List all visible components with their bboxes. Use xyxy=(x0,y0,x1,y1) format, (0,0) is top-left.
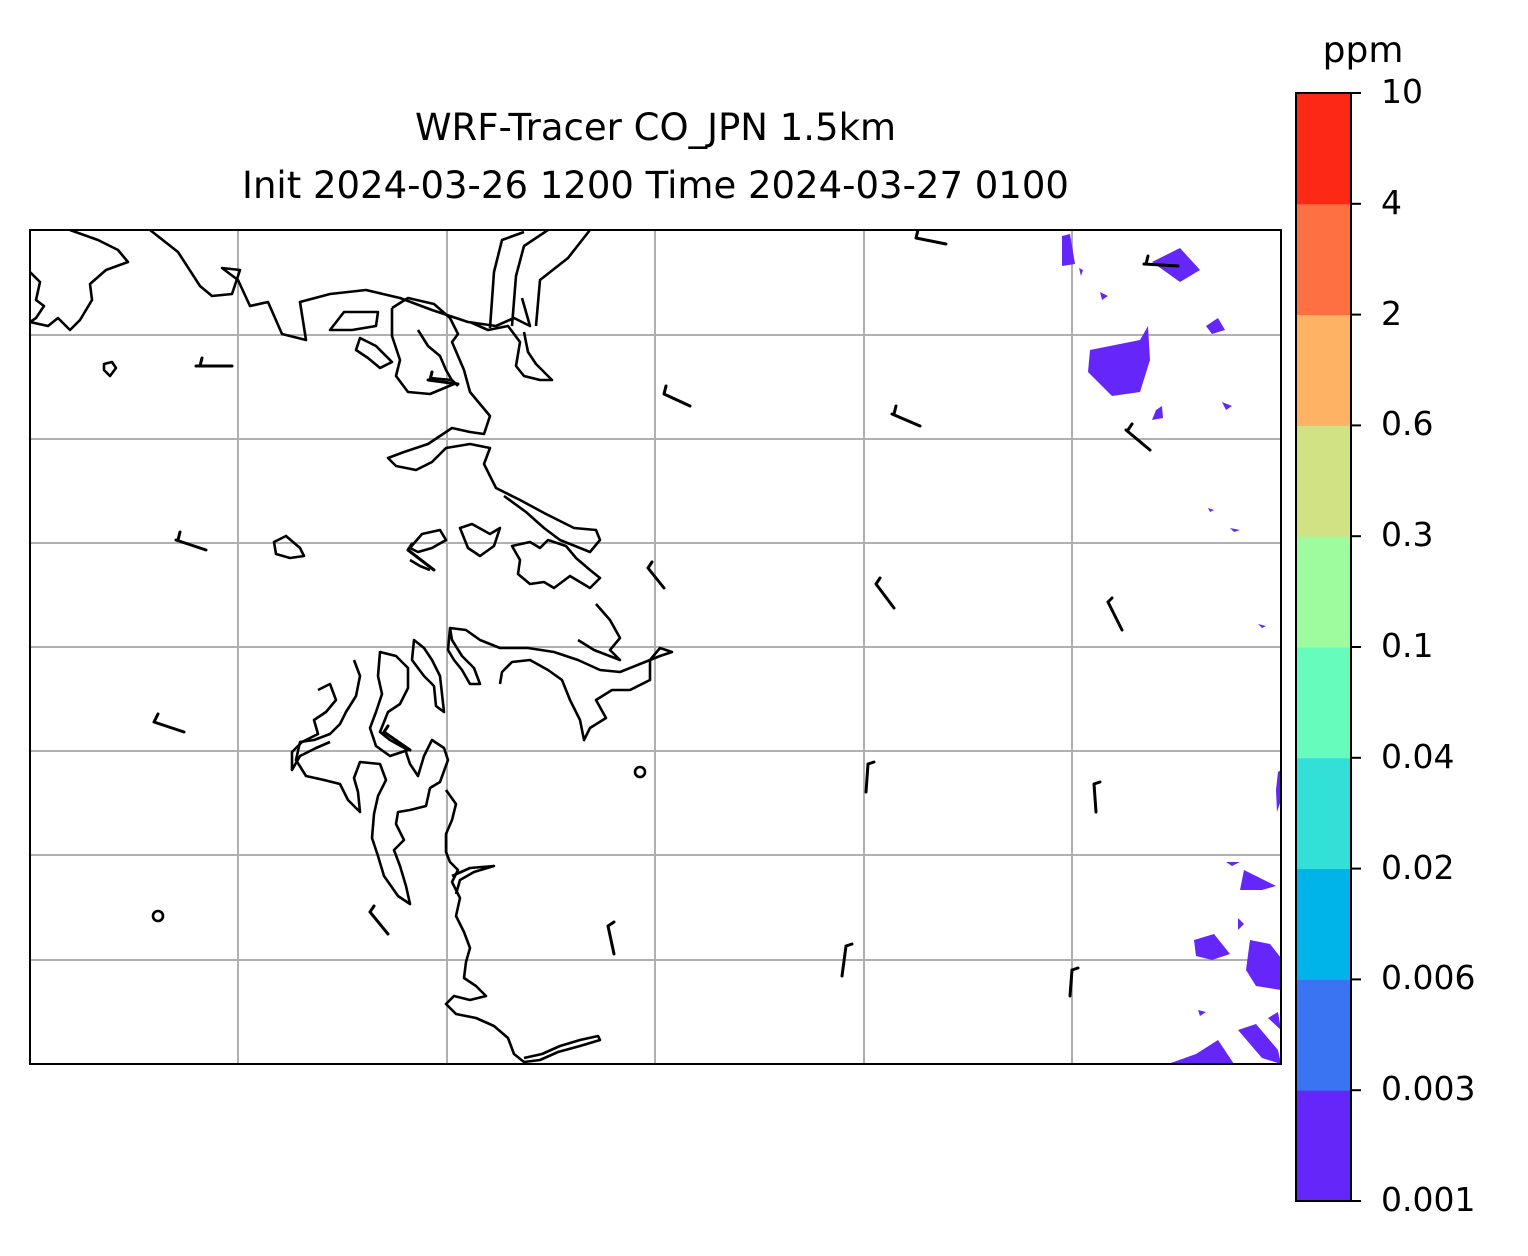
colorbar-tick-label: 0.3 xyxy=(1381,515,1434,555)
colorbar-tick-label: 0.001 xyxy=(1381,1180,1476,1219)
colorbar-band xyxy=(1296,93,1351,205)
colorbar-band xyxy=(1296,536,1351,648)
colorbar-band xyxy=(1296,647,1351,759)
colorbar-band xyxy=(1296,425,1351,537)
colorbar-band xyxy=(1296,314,1351,426)
wind-barb-icon xyxy=(152,230,1180,998)
map-border xyxy=(29,229,1282,1065)
colorbar-unit-label: ppm xyxy=(1322,30,1404,71)
colorbar-band xyxy=(1296,203,1351,316)
graticule xyxy=(30,230,1281,1064)
colorbar-band xyxy=(1296,757,1351,870)
chart-title: WRF-Tracer CO_JPN 1.5km xyxy=(414,106,897,149)
colorbar-tick-label: 10 xyxy=(1381,72,1423,111)
chart-subtitle: Init 2024-03-26 1200 Time 2024-03-27 010… xyxy=(242,164,1069,207)
colorbar xyxy=(1296,93,1351,1202)
colorbar-tick-label: 4 xyxy=(1381,182,1402,222)
colorbar-ticks xyxy=(1351,92,1361,1202)
colorbar-band xyxy=(1296,868,1351,980)
coastline xyxy=(30,230,674,1064)
colorbar-band xyxy=(1296,1090,1351,1202)
colorbar-tick-label: 0.1 xyxy=(1381,626,1434,665)
colorbar-tick-label: 2 xyxy=(1381,293,1402,333)
colorbar-tick-label: 0.6 xyxy=(1381,404,1434,444)
map-area xyxy=(30,230,1281,1064)
tracer-fill xyxy=(1062,234,1281,1064)
colorbar-tick-label: 0.04 xyxy=(1381,736,1455,776)
colorbar-tick-label: 0.003 xyxy=(1381,1069,1476,1109)
colorbar-tick-label: 0.02 xyxy=(1381,847,1455,887)
colorbar-band xyxy=(1296,979,1351,1091)
colorbar-tick-label: 0.006 xyxy=(1381,958,1476,998)
